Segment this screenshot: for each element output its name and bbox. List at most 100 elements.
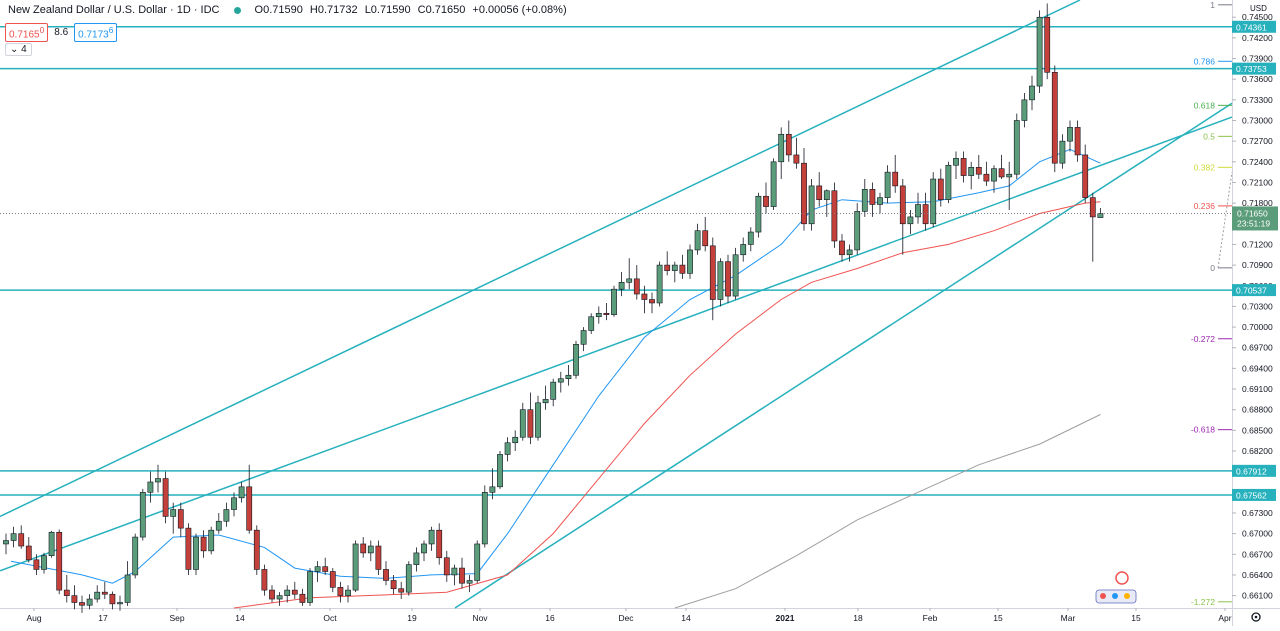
candle bbox=[481, 485, 488, 548]
candle bbox=[474, 540, 481, 584]
candle-body bbox=[892, 171, 899, 187]
indicators-toggle-button[interactable]: ⌄ 4 bbox=[5, 43, 32, 56]
candle bbox=[337, 581, 344, 603]
candle bbox=[33, 554, 40, 575]
horizontal-levels: 0.74361 0.73753 0.70537 0.67912 0.67562 bbox=[0, 20, 1276, 501]
candle-body bbox=[48, 531, 55, 556]
candle bbox=[831, 182, 838, 248]
candle-body bbox=[124, 574, 131, 603]
candle bbox=[633, 265, 640, 300]
x-tick-label: Mar bbox=[1061, 613, 1076, 623]
candle-body bbox=[595, 312, 602, 318]
candle bbox=[1006, 161, 1013, 211]
y-tick-label: 0.66400 bbox=[1242, 570, 1273, 580]
candle-body bbox=[299, 593, 306, 603]
gear-icon[interactable] bbox=[1251, 612, 1261, 622]
sell-price-sup: 0 bbox=[39, 25, 45, 35]
candle-body bbox=[291, 589, 298, 595]
candle bbox=[436, 523, 443, 565]
candle bbox=[41, 552, 47, 574]
candle bbox=[732, 247, 739, 300]
candle-body bbox=[1059, 140, 1066, 164]
candle bbox=[1097, 207, 1104, 218]
candle bbox=[740, 237, 747, 262]
candle bbox=[915, 192, 921, 224]
candle-body bbox=[1013, 120, 1020, 175]
candle bbox=[246, 464, 253, 534]
candle bbox=[854, 203, 861, 255]
gear-ring bbox=[1251, 612, 1261, 622]
candle-body bbox=[63, 589, 70, 596]
close-value: C0.71650 bbox=[417, 4, 466, 16]
candle-body bbox=[831, 190, 838, 242]
level-tag-label: 0.67562 bbox=[1236, 490, 1267, 500]
candle-body bbox=[679, 264, 686, 274]
candle-body bbox=[740, 244, 747, 256]
candle-body bbox=[580, 330, 587, 345]
candle-body bbox=[185, 527, 192, 570]
fib-level-label: -0.618 bbox=[1191, 425, 1215, 435]
candle bbox=[329, 568, 336, 593]
candle-body bbox=[884, 171, 891, 198]
candle bbox=[208, 526, 215, 555]
candle bbox=[687, 244, 693, 279]
y-tick-label: 0.71200 bbox=[1242, 239, 1273, 249]
price-scale-background bbox=[1232, 0, 1280, 626]
candle bbox=[945, 161, 952, 204]
y-tick-label: 0.68800 bbox=[1242, 405, 1273, 415]
candle-body bbox=[763, 195, 769, 207]
candle-body bbox=[94, 591, 101, 600]
candle-body bbox=[877, 197, 883, 205]
candle-body bbox=[443, 557, 450, 576]
currency-label: USD bbox=[1250, 4, 1267, 13]
candle-body bbox=[557, 378, 564, 383]
candle-body bbox=[208, 529, 215, 552]
candle-body bbox=[1082, 154, 1089, 198]
candle-body bbox=[907, 216, 914, 225]
y-tick-label: 0.70900 bbox=[1242, 260, 1273, 270]
y-tick-label: 0.67300 bbox=[1242, 508, 1273, 518]
candle-body bbox=[816, 185, 823, 200]
candle-body bbox=[367, 545, 374, 554]
x-tick-label: 16 bbox=[545, 613, 555, 623]
x-tick-label: 14 bbox=[235, 613, 245, 623]
spread-value: 8.6 bbox=[54, 27, 69, 39]
candle bbox=[489, 468, 496, 500]
candle-body bbox=[238, 486, 245, 499]
candle bbox=[147, 471, 154, 503]
candle-body bbox=[383, 569, 389, 581]
candle bbox=[109, 591, 116, 610]
buy-button[interactable]: 0.71736 bbox=[74, 23, 118, 43]
candle-body bbox=[170, 509, 177, 517]
candle-body bbox=[466, 580, 473, 584]
candle-body bbox=[983, 173, 990, 182]
candle bbox=[367, 540, 374, 562]
buy-price: 0.7173 bbox=[78, 29, 109, 41]
candle-body bbox=[687, 249, 693, 274]
candle-body bbox=[352, 543, 359, 591]
y-tick-label: 0.68200 bbox=[1242, 446, 1273, 456]
candle bbox=[823, 189, 830, 217]
level-tag bbox=[1232, 464, 1276, 477]
level-tag bbox=[1232, 20, 1276, 33]
candle bbox=[132, 533, 139, 579]
symbol-title[interactable]: New Zealand Dollar / U.S. Dollar · 1D · … bbox=[8, 4, 220, 16]
y-tick-label: 0.72100 bbox=[1242, 177, 1273, 187]
candle-body bbox=[991, 168, 997, 182]
x-tick-label: 2021 bbox=[776, 613, 795, 623]
candle bbox=[124, 561, 131, 606]
x-tick-label: 19 bbox=[407, 613, 417, 623]
candle-body bbox=[732, 254, 739, 297]
candle bbox=[284, 585, 291, 603]
candle bbox=[649, 292, 655, 314]
candle bbox=[299, 588, 306, 606]
y-tick-label: 0.67000 bbox=[1242, 529, 1273, 539]
x-tick-label: 15 bbox=[993, 613, 1003, 623]
sell-button[interactable]: 0.71650 bbox=[5, 23, 49, 43]
candle-body bbox=[725, 261, 731, 297]
x-tick-label: Oct bbox=[323, 613, 337, 623]
sell-price: 0.7165 bbox=[9, 29, 40, 41]
candle-body bbox=[778, 133, 785, 163]
